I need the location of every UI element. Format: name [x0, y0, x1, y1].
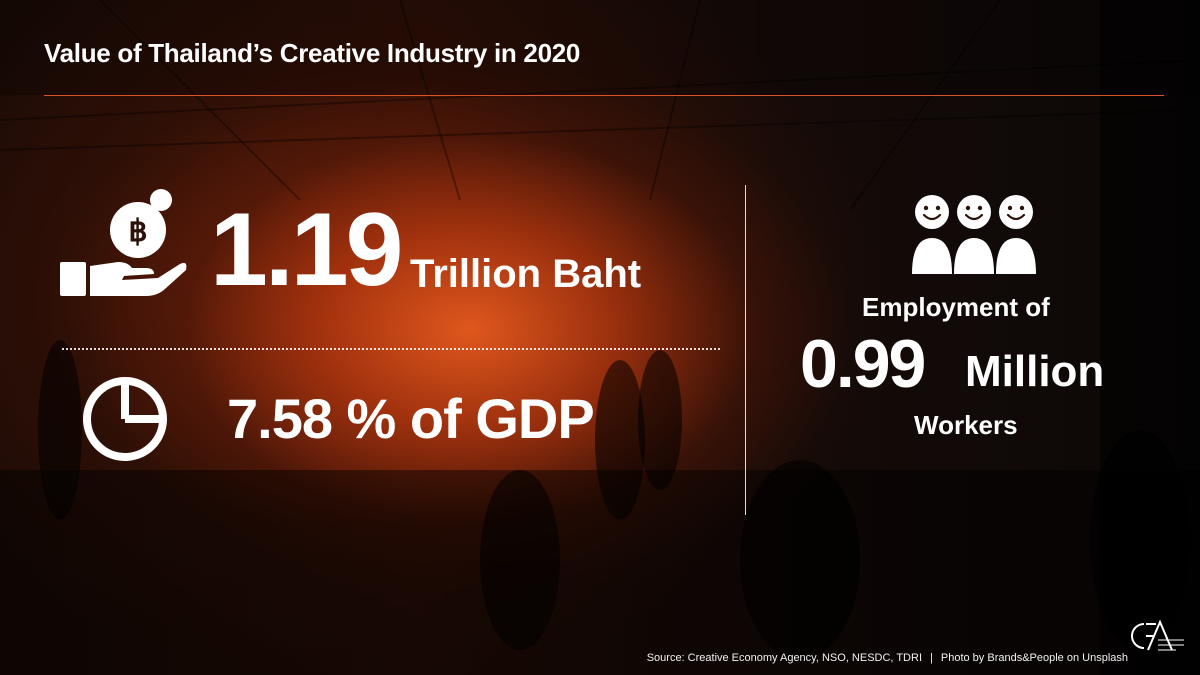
photo-credit: Photo by Brands&People on Unsplash — [940, 652, 1128, 664]
vertical-divider — [745, 185, 746, 515]
title-underline — [44, 95, 1164, 96]
value-unit: Trillion Baht — [410, 252, 642, 296]
value-number: 1.19 — [210, 192, 403, 308]
source-footer: Source: Creative Economy Agency, NSO, NE… — [647, 652, 1128, 664]
source-text: Source: Creative Economy Agency, NSO, NE… — [646, 652, 923, 664]
employment-number: 0.99 — [800, 326, 926, 402]
slide-title: Value of Thailand’s Creative Industry in… — [44, 38, 581, 68]
hand-coin-baht-icon: ฿ — [60, 189, 187, 296]
gdp-share-text: 7.58 % of GDP — [227, 387, 595, 450]
people-group-icon — [912, 195, 1036, 274]
horizontal-dotted-divider — [62, 348, 720, 350]
employment-unit: Million — [965, 347, 1105, 396]
employment-label: Employment of — [862, 292, 1050, 322]
pie-chart-icon — [83, 377, 167, 461]
cea-logo-icon — [1131, 619, 1184, 651]
employment-suffix: Workers — [914, 410, 1018, 440]
footer-separator: | — [930, 652, 933, 664]
baht-coin-symbol: ฿ — [128, 215, 147, 248]
